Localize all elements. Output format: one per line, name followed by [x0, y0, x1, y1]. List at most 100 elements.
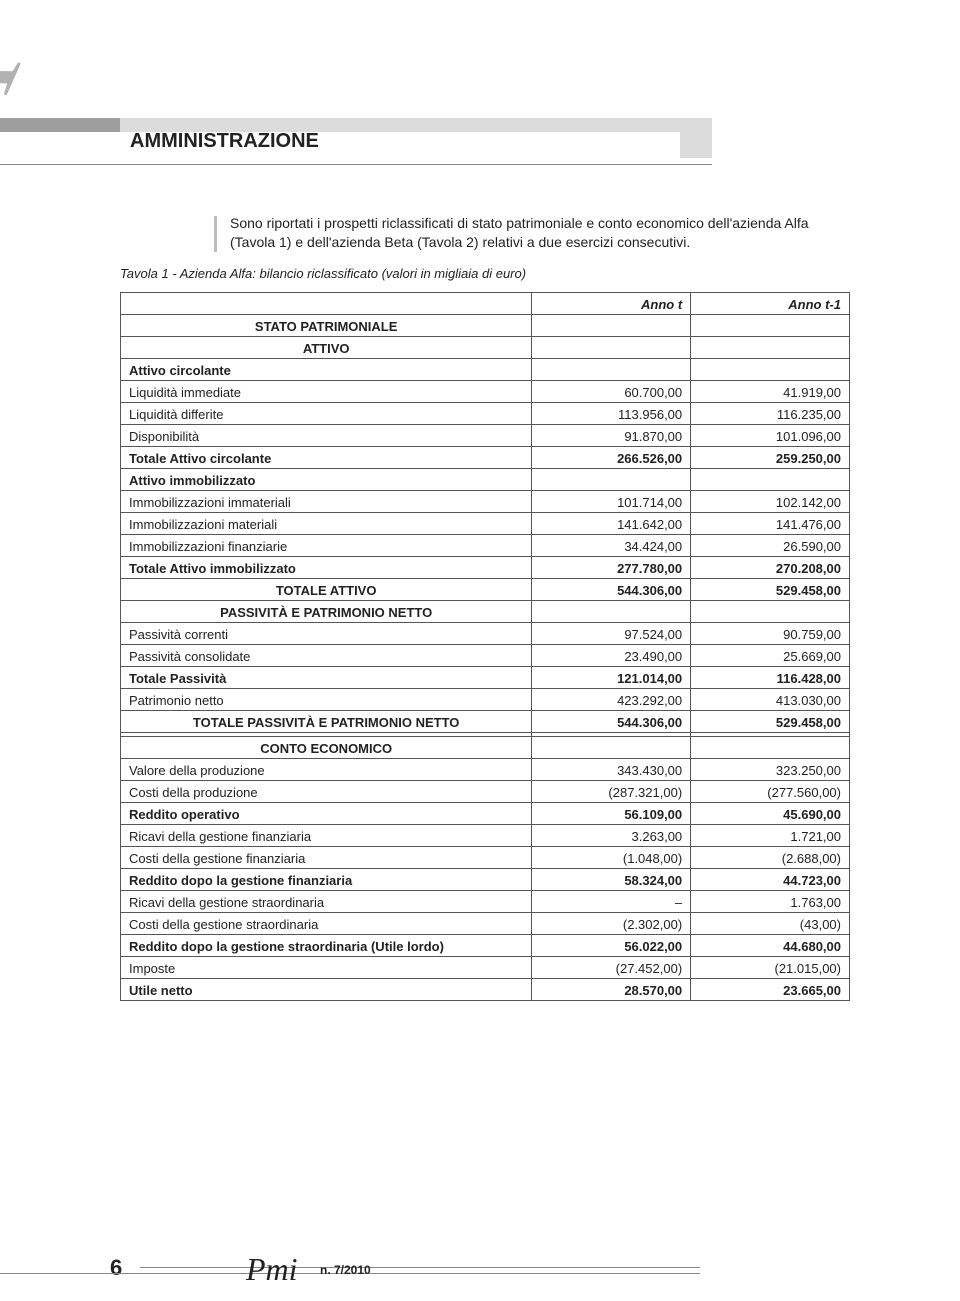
col-anno-t: Anno t [532, 293, 691, 315]
row-value-t1 [691, 737, 850, 759]
row-value-t [532, 359, 691, 381]
row-label: Ricavi della gestione straordinaria [121, 891, 532, 913]
row-value-t: (27.452,00) [532, 957, 691, 979]
table-row: Reddito dopo la gestione finanziaria58.3… [121, 869, 850, 891]
table-row: Costi della produzione(287.321,00)(277.5… [121, 781, 850, 803]
intro-accent-bar [214, 216, 217, 252]
row-value-t: 101.714,00 [532, 491, 691, 513]
row-value-t: 343.430,00 [532, 759, 691, 781]
row-label: Reddito dopo la gestione straordinaria (… [121, 935, 532, 957]
table-row: Immobilizzazioni finanziarie34.424,0026.… [121, 535, 850, 557]
row-value-t: – [532, 891, 691, 913]
page-header: AMMINISTRAZIONE [0, 118, 960, 158]
row-value-t: (1.048,00) [532, 847, 691, 869]
row-label: Costi della gestione straordinaria [121, 913, 532, 935]
table-row: Immobilizzazioni materiali141.642,00141.… [121, 513, 850, 535]
footer-rule-top [140, 1267, 700, 1268]
row-value-t [532, 469, 691, 491]
footer-issue: n. 7/2010 [320, 1263, 371, 1277]
row-value-t1: 90.759,00 [691, 623, 850, 645]
row-label: Liquidità immediate [121, 381, 532, 403]
table-row: TOTALE ATTIVO544.306,00529.458,00 [121, 579, 850, 601]
row-label: Totale Attivo immobilizzato [121, 557, 532, 579]
row-label: ATTIVO [121, 337, 532, 359]
row-label: Passività correnti [121, 623, 532, 645]
row-value-t1: 270.208,00 [691, 557, 850, 579]
table-row: Patrimonio netto423.292,00413.030,00 [121, 689, 850, 711]
section-title: AMMINISTRAZIONE [130, 130, 319, 153]
table-header-row: Anno t Anno t-1 [121, 293, 850, 315]
row-label: Valore della produzione [121, 759, 532, 781]
row-value-t: 544.306,00 [532, 579, 691, 601]
row-value-t: 28.570,00 [532, 979, 691, 1001]
row-value-t1: 141.476,00 [691, 513, 850, 535]
row-value-t1: (21.015,00) [691, 957, 850, 979]
row-label: TOTALE PASSIVITÀ E PATRIMONIO NETTO [121, 711, 532, 733]
row-value-t1: (2.688,00) [691, 847, 850, 869]
table-row: Liquidità differite113.956,00116.235,00 [121, 403, 850, 425]
balance-table: Anno t Anno t-1 STATO PATRIMONIALEATTIVO… [120, 292, 850, 1001]
row-label: Immobilizzazioni materiali [121, 513, 532, 535]
table-row: STATO PATRIMONIALE [121, 315, 850, 337]
table-row: Reddito operativo56.109,0045.690,00 [121, 803, 850, 825]
row-value-t1: 116.235,00 [691, 403, 850, 425]
row-value-t: 60.700,00 [532, 381, 691, 403]
page-footer: 6 Pmi n. 7/2010 [0, 1237, 960, 1281]
row-value-t: 56.109,00 [532, 803, 691, 825]
row-label: Costi della gestione finanziaria [121, 847, 532, 869]
row-label: STATO PATRIMONIALE [121, 315, 532, 337]
row-value-t: 23.490,00 [532, 645, 691, 667]
row-label: TOTALE ATTIVO [121, 579, 532, 601]
row-value-t [532, 737, 691, 759]
row-value-t1: 45.690,00 [691, 803, 850, 825]
row-value-t1 [691, 359, 850, 381]
header-rule [0, 164, 712, 165]
row-value-t: 97.524,00 [532, 623, 691, 645]
table-row: Attivo circolante [121, 359, 850, 381]
row-label: Immobilizzazioni finanziarie [121, 535, 532, 557]
row-label: Passività consolidate [121, 645, 532, 667]
table-row: Totale Attivo immobilizzato277.780,00270… [121, 557, 850, 579]
row-value-t: 34.424,00 [532, 535, 691, 557]
row-value-t1 [691, 601, 850, 623]
row-label: Totale Passività [121, 667, 532, 689]
col-anno-t1: Anno t-1 [691, 293, 850, 315]
row-value-t1: 529.458,00 [691, 711, 850, 733]
row-value-t1: 1.721,00 [691, 825, 850, 847]
header-bar-dark [0, 118, 120, 132]
row-value-t1 [691, 469, 850, 491]
row-value-t: 121.014,00 [532, 667, 691, 689]
row-value-t1: 323.250,00 [691, 759, 850, 781]
table-row: Passività consolidate23.490,0025.669,00 [121, 645, 850, 667]
row-value-t1 [691, 315, 850, 337]
table-row: Costi della gestione straordinaria(2.302… [121, 913, 850, 935]
table-row: Valore della produzione343.430,00323.250… [121, 759, 850, 781]
col-empty [121, 293, 532, 315]
row-value-t: 423.292,00 [532, 689, 691, 711]
table-row: Imposte(27.452,00)(21.015,00) [121, 957, 850, 979]
row-label: Utile netto [121, 979, 532, 1001]
row-value-t1: 102.142,00 [691, 491, 850, 513]
row-label: Attivo immobilizzato [121, 469, 532, 491]
footer-logo: Pmi [246, 1251, 298, 1288]
row-value-t: 141.642,00 [532, 513, 691, 535]
table-row: Totale Passività121.014,00116.428,00 [121, 667, 850, 689]
row-label: Immobilizzazioni immateriali [121, 491, 532, 513]
row-value-t [532, 601, 691, 623]
row-value-t: 266.526,00 [532, 447, 691, 469]
row-label: Costi della produzione [121, 781, 532, 803]
row-value-t: 91.870,00 [532, 425, 691, 447]
row-label: Patrimonio netto [121, 689, 532, 711]
row-value-t1: 116.428,00 [691, 667, 850, 689]
row-value-t [532, 315, 691, 337]
row-label: Totale Attivo circolante [121, 447, 532, 469]
intro-text: Sono riportati i prospetti riclassificat… [230, 215, 809, 250]
table-row: Ricavi della gestione straordinaria–1.76… [121, 891, 850, 913]
header-bar-end [680, 118, 712, 158]
row-value-t: 56.022,00 [532, 935, 691, 957]
row-value-t1: (43,00) [691, 913, 850, 935]
row-value-t: 58.324,00 [532, 869, 691, 891]
table-row: Passività correnti97.524,0090.759,00 [121, 623, 850, 645]
row-value-t1: (277.560,00) [691, 781, 850, 803]
row-value-t1: 41.919,00 [691, 381, 850, 403]
